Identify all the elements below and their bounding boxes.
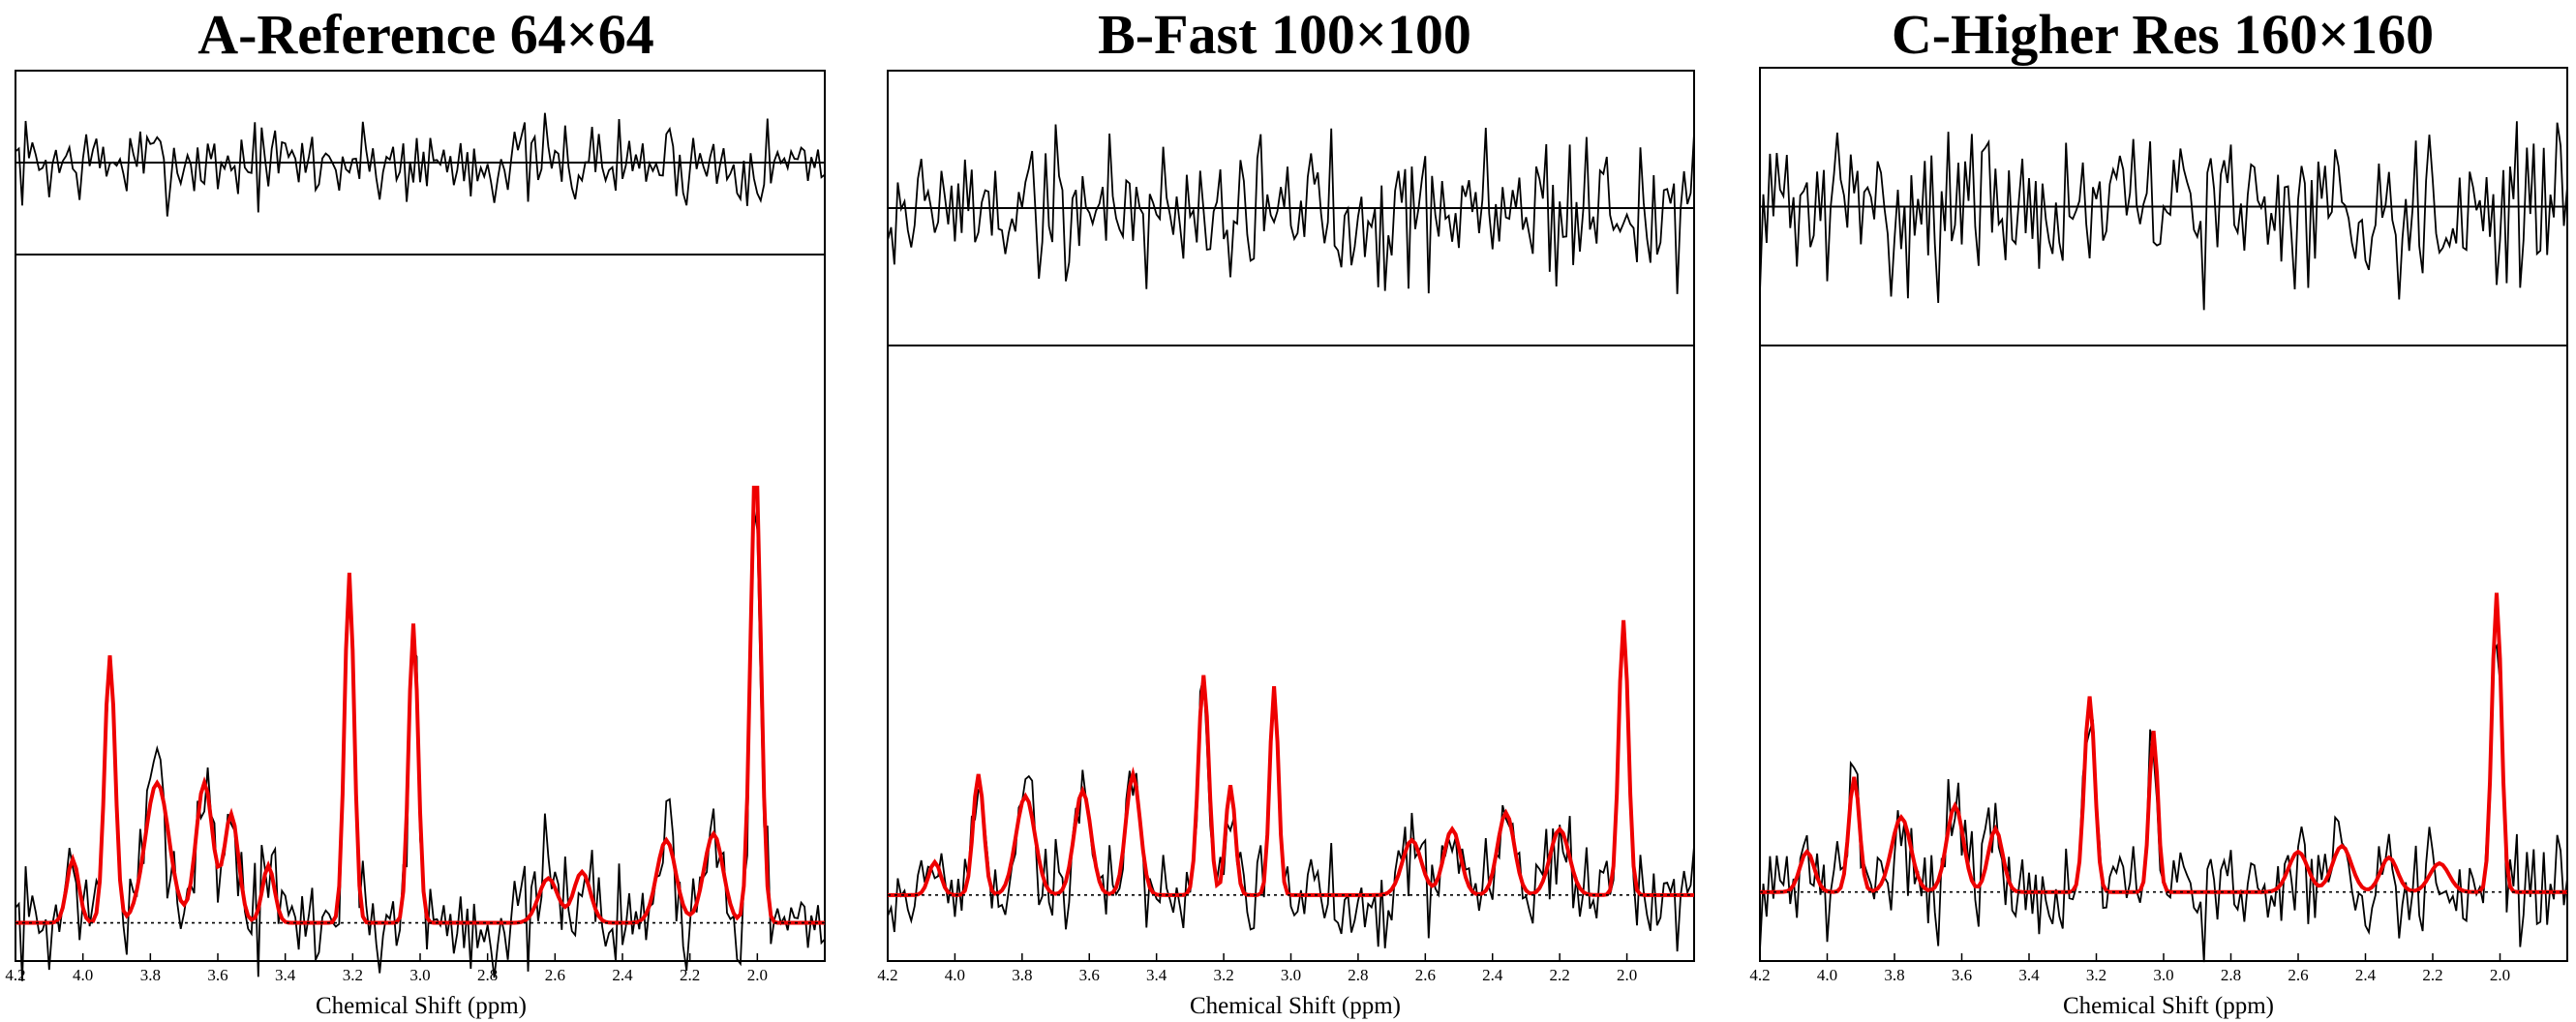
panel-c-fit-spectrum [1760, 592, 2567, 894]
panel-c-x-axis-label: Chemical Shift (ppm) [2063, 993, 2274, 1019]
panel-b-x-tick-label: 2.8 [1348, 966, 1368, 984]
panel-c: C-Higher Res 160×160 Chemical Shift (ppm… [1749, 3, 2568, 1019]
panel-b-x-tick-label: 4.2 [877, 966, 897, 984]
panel-a-x-tick-label: 2.8 [477, 966, 498, 984]
panel-c-x-tick-label: 3.4 [2018, 966, 2040, 984]
panel-c-x-tick-label: 2.6 [2288, 966, 2308, 984]
panel-b-residual [887, 124, 1695, 294]
panel-c-x-tick-label: 3.8 [1884, 966, 1904, 984]
panel-a-x-tick-label: 3.8 [140, 966, 161, 984]
panel-b-x-tick-label: 3.4 [1146, 966, 1167, 984]
panel-c-x-tick-label: 4.0 [1817, 966, 1837, 984]
panel-b-x-tick-label: 2.2 [1550, 966, 1570, 984]
panel-a-x-tick-label: 3.4 [275, 966, 296, 984]
panel-a-x-axis-label: Chemical Shift (ppm) [316, 993, 527, 1019]
panel-a-x-tick-label: 3.2 [343, 966, 363, 984]
panel-a-fit-spectrum [15, 485, 825, 925]
panel-c-x-tick-label: 2.8 [2221, 966, 2241, 984]
panel-a-x-tick-label: 4.2 [5, 966, 25, 984]
panel-b-x-tick-label: 3.2 [1213, 966, 1233, 984]
panel-b-x-tick-label: 2.0 [1617, 966, 1637, 984]
panel-a-title: A-Reference 64×64 [197, 3, 654, 66]
panel-c-x-tick-label: 4.2 [1749, 966, 1770, 984]
panel-b-x-tick-label: 2.6 [1415, 966, 1436, 984]
panel-b-x-axis-label: Chemical Shift (ppm) [1190, 993, 1401, 1019]
panel-a-x-tick-label: 3.0 [409, 966, 430, 984]
panel-a-x-tick-label: 2.6 [545, 966, 565, 984]
panel-b-title: B-Fast 100×100 [1098, 3, 1471, 66]
panel-a-x-tick-label: 2.2 [680, 966, 700, 984]
panel-c-data-spectrum [1759, 643, 2568, 963]
panel-c-x-tick-label: 2.4 [2355, 966, 2377, 984]
panel-a-x-tick-label: 4.0 [73, 966, 93, 984]
panel-a-x-tick-label: 3.6 [207, 966, 227, 984]
panel-c-x-tick-label: 3.6 [1952, 966, 1972, 984]
panel-c-x-tick-label: 2.2 [2422, 966, 2442, 984]
panel-b-x-tick-label: 3.6 [1079, 966, 1100, 984]
panel-b-x-tick-label: 4.0 [945, 966, 965, 984]
panel-a-x-tick-label: 2.4 [612, 966, 633, 984]
panel-b: B-Fast 100×100 Chemical Shift (ppm) 4.2 4… [877, 3, 1695, 1019]
panel-a: A-Reference 64×64 Chemical Shift (ppm) 4… [5, 3, 826, 1019]
panel-c-x-tick-label: 3.0 [2153, 966, 2173, 984]
panel-b-x-tick-label: 3.8 [1012, 966, 1032, 984]
panel-c-x-tick-label: 3.2 [2086, 966, 2106, 984]
panel-c-residual [1759, 121, 2568, 311]
panel-c-x-tick-label: 2.0 [2490, 966, 2510, 984]
panel-b-data-spectrum [887, 630, 1695, 952]
panel-b-x-tick-label: 3.0 [1281, 966, 1301, 984]
panel-c-title: C-Higher Res 160×160 [1892, 3, 2434, 66]
panel-a-x-tick-label: 2.0 [747, 966, 768, 984]
panel-b-x-tick-label: 2.4 [1482, 966, 1503, 984]
panel-b-fit-spectrum [888, 619, 1694, 897]
panel-a-residual [15, 112, 826, 217]
